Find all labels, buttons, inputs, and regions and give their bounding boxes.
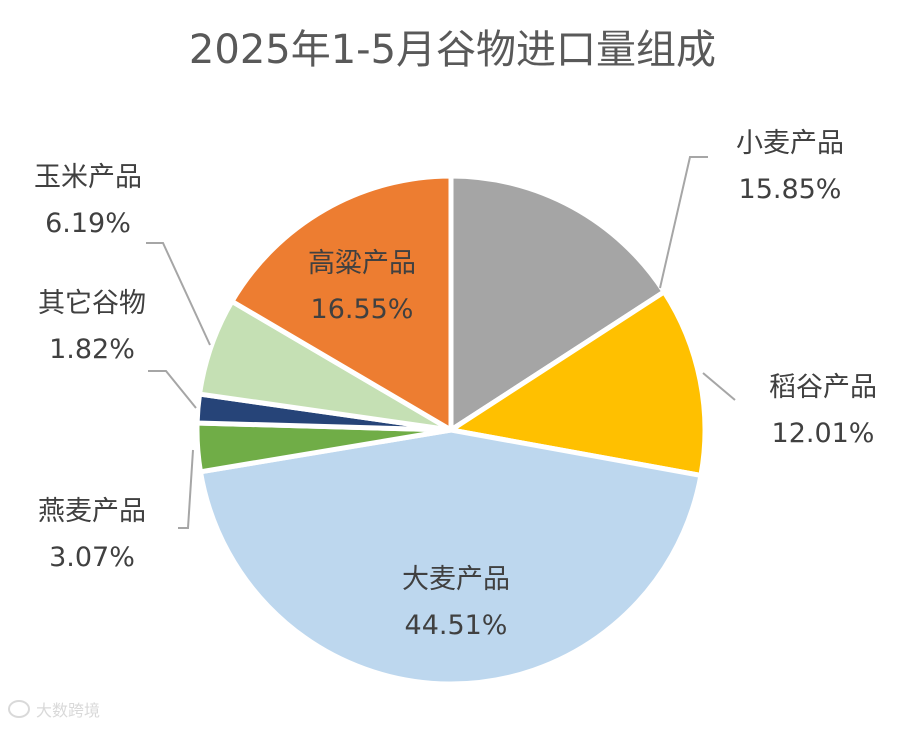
leader-line — [178, 450, 193, 528]
slice-label: 稻谷产品 12.01% — [769, 372, 877, 449]
slice-label: 玉米产品 6.19% — [34, 162, 142, 239]
pie-slice — [200, 430, 700, 684]
slice-name: 玉米产品 — [34, 162, 142, 193]
leader-line — [148, 371, 196, 408]
slice-percent: 16.55% — [311, 294, 414, 325]
slice-name: 小麦产品 — [736, 128, 844, 159]
slice-percent: 44.51% — [405, 610, 508, 641]
slice-percent: 1.82% — [49, 334, 135, 365]
leader-line — [146, 243, 210, 345]
leader-line — [660, 157, 708, 288]
slice-name: 稻谷产品 — [769, 372, 877, 403]
slice-name: 燕麦产品 — [38, 496, 146, 527]
slice-percent: 12.01% — [772, 418, 875, 449]
watermark-text: 大数跨境 — [36, 697, 100, 721]
slice-percent: 15.85% — [739, 174, 842, 205]
slice-name: 大麦产品 — [402, 564, 510, 595]
slice-percent: 6.19% — [45, 208, 131, 239]
slice-name: 高粱产品 — [308, 248, 416, 279]
slice-percent: 3.07% — [49, 542, 135, 573]
watermark: 大数跨境 — [8, 697, 100, 721]
slice-label: 燕麦产品 3.07% — [38, 496, 146, 573]
slice-label: 小麦产品 15.85% — [736, 128, 844, 205]
watermark-logo-icon — [8, 700, 30, 718]
pie-slices — [197, 176, 705, 684]
slice-name: 其它谷物 — [38, 288, 146, 319]
slice-label: 其它谷物 1.82% — [38, 288, 146, 365]
leader-line — [703, 373, 735, 400]
